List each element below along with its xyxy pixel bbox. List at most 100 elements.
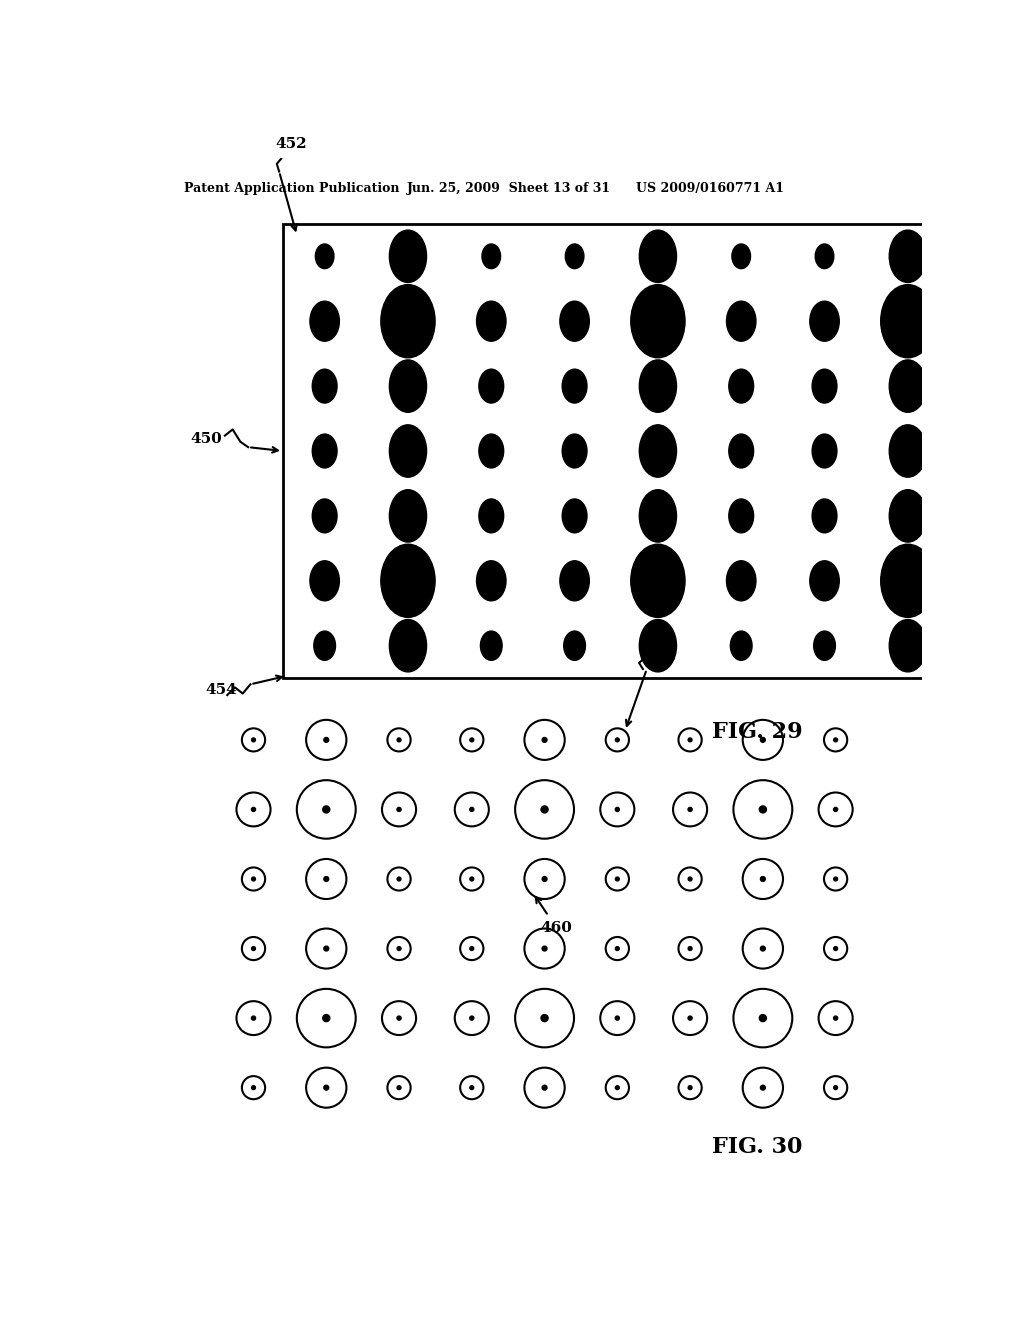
Circle shape <box>606 1076 629 1100</box>
Circle shape <box>524 928 564 969</box>
Ellipse shape <box>639 360 677 412</box>
Circle shape <box>742 859 783 899</box>
Ellipse shape <box>814 631 836 660</box>
Circle shape <box>834 738 838 742</box>
Circle shape <box>252 738 255 742</box>
Ellipse shape <box>812 370 837 403</box>
Ellipse shape <box>639 490 677 543</box>
Ellipse shape <box>726 561 756 601</box>
Ellipse shape <box>479 370 504 403</box>
Circle shape <box>733 989 793 1047</box>
Circle shape <box>834 1016 838 1020</box>
Ellipse shape <box>730 631 752 660</box>
Ellipse shape <box>562 434 587 469</box>
Ellipse shape <box>310 561 339 601</box>
Ellipse shape <box>389 360 427 412</box>
Text: Patent Application Publication: Patent Application Publication <box>183 182 399 194</box>
Ellipse shape <box>729 370 754 403</box>
Circle shape <box>460 937 483 960</box>
Circle shape <box>673 1001 708 1035</box>
Circle shape <box>460 867 483 891</box>
Ellipse shape <box>881 285 935 358</box>
Ellipse shape <box>389 619 427 672</box>
Circle shape <box>252 1016 256 1020</box>
Circle shape <box>615 808 620 812</box>
Circle shape <box>237 792 270 826</box>
Ellipse shape <box>476 301 506 342</box>
Circle shape <box>324 738 329 742</box>
Circle shape <box>397 876 401 880</box>
Ellipse shape <box>479 499 504 533</box>
Ellipse shape <box>480 631 502 660</box>
Circle shape <box>387 867 411 891</box>
Ellipse shape <box>729 499 754 533</box>
Ellipse shape <box>889 425 927 477</box>
Circle shape <box>606 867 629 891</box>
Circle shape <box>600 792 635 826</box>
Ellipse shape <box>389 230 427 282</box>
Ellipse shape <box>381 285 435 358</box>
Circle shape <box>606 729 629 751</box>
Circle shape <box>382 1001 416 1035</box>
Circle shape <box>397 1016 401 1020</box>
Circle shape <box>824 1076 847 1100</box>
Circle shape <box>673 792 708 826</box>
Circle shape <box>761 876 765 882</box>
Circle shape <box>733 780 793 838</box>
Ellipse shape <box>889 360 927 412</box>
Circle shape <box>760 1015 766 1022</box>
Ellipse shape <box>560 301 590 342</box>
Ellipse shape <box>389 490 427 543</box>
Ellipse shape <box>312 499 337 533</box>
Ellipse shape <box>482 244 501 269</box>
Circle shape <box>600 1001 635 1035</box>
Ellipse shape <box>560 561 590 601</box>
Circle shape <box>397 946 401 950</box>
Circle shape <box>615 1086 620 1089</box>
Circle shape <box>761 738 765 742</box>
Circle shape <box>679 729 701 751</box>
Ellipse shape <box>810 301 840 342</box>
Ellipse shape <box>639 425 677 477</box>
Text: FIG. 29: FIG. 29 <box>712 721 802 742</box>
Circle shape <box>688 876 692 880</box>
Circle shape <box>387 937 411 960</box>
Circle shape <box>679 1076 701 1100</box>
Circle shape <box>524 1068 564 1107</box>
Circle shape <box>242 937 265 960</box>
Circle shape <box>252 876 255 880</box>
Circle shape <box>824 867 847 891</box>
Circle shape <box>524 859 564 899</box>
Ellipse shape <box>726 301 756 342</box>
Circle shape <box>679 937 701 960</box>
Text: 454: 454 <box>206 682 238 697</box>
Circle shape <box>824 729 847 751</box>
Ellipse shape <box>889 490 927 543</box>
Circle shape <box>382 792 416 826</box>
Circle shape <box>615 738 620 742</box>
Circle shape <box>688 1086 692 1089</box>
Text: FIG. 30: FIG. 30 <box>712 1137 802 1159</box>
Ellipse shape <box>312 370 337 403</box>
Text: 460: 460 <box>541 921 572 936</box>
Ellipse shape <box>889 230 927 282</box>
Circle shape <box>397 738 401 742</box>
Circle shape <box>306 859 346 899</box>
Circle shape <box>323 1015 330 1022</box>
Ellipse shape <box>479 434 504 469</box>
Circle shape <box>834 946 838 950</box>
Circle shape <box>679 867 701 891</box>
Circle shape <box>297 989 355 1047</box>
Circle shape <box>761 946 765 950</box>
Circle shape <box>252 946 255 950</box>
Circle shape <box>834 1086 838 1089</box>
Bar <box>283 224 949 678</box>
Text: Jun. 25, 2009  Sheet 13 of 31: Jun. 25, 2009 Sheet 13 of 31 <box>407 182 611 194</box>
Ellipse shape <box>729 434 754 469</box>
Circle shape <box>542 946 547 950</box>
Ellipse shape <box>313 631 336 660</box>
Text: 450: 450 <box>190 433 222 446</box>
Ellipse shape <box>389 425 427 477</box>
Ellipse shape <box>476 561 506 601</box>
Circle shape <box>742 928 783 969</box>
